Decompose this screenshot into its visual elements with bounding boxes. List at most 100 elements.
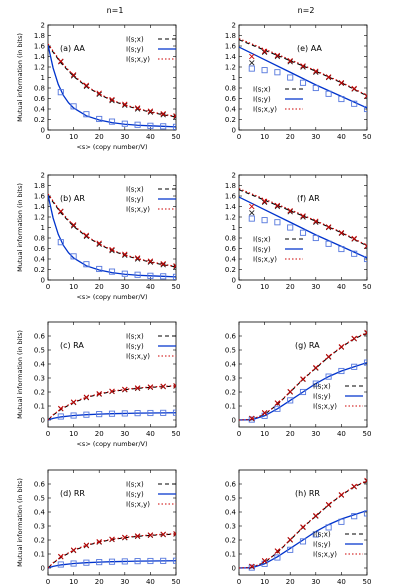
y-tick-label: 1.8 bbox=[225, 32, 236, 40]
data-point bbox=[83, 233, 90, 240]
legend-label: I(s;y) bbox=[313, 393, 331, 401]
data-point bbox=[134, 410, 141, 417]
data-point bbox=[173, 263, 176, 269]
data-point bbox=[248, 215, 255, 222]
data-point bbox=[134, 256, 141, 262]
data-point bbox=[109, 97, 115, 104]
data-point bbox=[300, 214, 306, 220]
data-point bbox=[325, 224, 332, 230]
y-tick-label: 0.5 bbox=[34, 495, 45, 503]
data-point bbox=[338, 245, 345, 253]
data-point bbox=[96, 411, 103, 418]
data-point bbox=[70, 103, 77, 110]
data-point bbox=[173, 113, 176, 119]
plot-frame bbox=[47, 321, 177, 428]
x-tick-label: 40 bbox=[146, 283, 155, 291]
data-point bbox=[364, 477, 367, 484]
data-point bbox=[261, 49, 268, 56]
data-point bbox=[248, 416, 255, 423]
data-point bbox=[363, 510, 367, 517]
data-point bbox=[173, 382, 176, 389]
legend-label: I(s;y) bbox=[126, 491, 144, 499]
data-point bbox=[57, 561, 64, 568]
legend: I(s;x) I(s;y) I(s;x,y) bbox=[126, 36, 176, 64]
y-tick-label: 0.6 bbox=[34, 245, 46, 253]
y-tick-label: 2 bbox=[41, 22, 45, 30]
y-tick-label: 0.8 bbox=[34, 85, 45, 93]
data-point bbox=[300, 376, 306, 382]
data-point bbox=[147, 557, 154, 565]
data-point bbox=[249, 203, 255, 210]
y-tick-label: 0.3 bbox=[225, 523, 236, 531]
data-point bbox=[351, 235, 357, 242]
x-tick-label: 40 bbox=[146, 133, 155, 141]
data-point bbox=[83, 232, 90, 239]
data-point bbox=[248, 65, 255, 72]
data-point bbox=[172, 409, 176, 416]
data-point bbox=[108, 558, 116, 565]
data-point bbox=[261, 558, 268, 564]
data-point bbox=[261, 199, 268, 206]
y-tick-label: 1.2 bbox=[225, 64, 236, 72]
data-point bbox=[122, 534, 128, 541]
y-tick-label: 2 bbox=[232, 172, 236, 180]
data-point bbox=[70, 560, 77, 567]
data-point bbox=[134, 558, 141, 565]
data-point bbox=[134, 255, 141, 261]
legend-label: I(s;x,y) bbox=[253, 106, 277, 114]
series-line bbox=[239, 46, 367, 109]
data-point bbox=[274, 405, 281, 412]
x-tick-label: 40 bbox=[146, 430, 155, 438]
legend-label: I(s;y) bbox=[313, 541, 331, 549]
data-point bbox=[160, 112, 166, 118]
y-tick-label: 0.2 bbox=[34, 537, 45, 545]
y-tick-label: 1 bbox=[232, 224, 236, 232]
series-line bbox=[239, 188, 367, 246]
legend-label: I(s;x) bbox=[313, 383, 331, 391]
y-tick-label: 1.4 bbox=[34, 53, 46, 61]
data-point bbox=[325, 501, 332, 508]
legend-label: I(s;x) bbox=[313, 531, 331, 539]
data-point bbox=[160, 409, 167, 416]
data-point bbox=[134, 385, 141, 391]
data-point bbox=[364, 329, 367, 336]
x-tick-label: 40 bbox=[337, 133, 346, 141]
y-tick-label: 0.3 bbox=[34, 523, 45, 531]
data-point bbox=[299, 229, 307, 236]
data-point bbox=[249, 563, 255, 570]
y-tick-label: 0.4 bbox=[225, 106, 237, 114]
panel-2: 0 10 20 30 40 50 0 0.2 0.4 0.6 0.8 1 1.2 1.4 1.6 1.8 2 <s… bbox=[16, 172, 180, 302]
panel-label: (f) AR bbox=[297, 194, 320, 203]
x-tick-label: 50 bbox=[172, 283, 181, 291]
data-point bbox=[299, 388, 307, 396]
y-tick-label: 0.5 bbox=[34, 347, 45, 355]
data-point bbox=[122, 251, 128, 257]
x-tick-label: 30 bbox=[120, 578, 129, 586]
x-tick-label: 20 bbox=[95, 283, 104, 291]
data-point bbox=[261, 67, 268, 74]
data-point bbox=[58, 553, 64, 560]
y-tick-label: 0.5 bbox=[225, 495, 236, 503]
panel-0: 0 10 20 30 40 50 0 0.2 0.4 0.6 0.8 1 1.2 1.4 1.6 1.8 2 <s… bbox=[16, 22, 180, 152]
x-tick-label: 30 bbox=[120, 430, 129, 438]
data-point bbox=[96, 265, 103, 273]
y-tick-label: 1.2 bbox=[225, 214, 236, 222]
y-tick-label: 0 bbox=[232, 565, 236, 573]
data-point bbox=[134, 121, 141, 128]
data-point bbox=[147, 532, 154, 538]
y-tick-label: 1.6 bbox=[225, 43, 237, 51]
x-tick-label: 40 bbox=[337, 283, 346, 291]
data-point bbox=[160, 383, 166, 389]
data-point bbox=[364, 330, 367, 336]
data-point bbox=[122, 101, 128, 107]
data-point bbox=[274, 69, 281, 76]
y-tick-label: 1.6 bbox=[34, 193, 46, 201]
data-point bbox=[160, 261, 166, 267]
data-point bbox=[147, 122, 154, 129]
plot-area bbox=[48, 530, 176, 569]
y-tick-label: 0.2 bbox=[225, 116, 236, 124]
panel-label: (b) AR bbox=[60, 194, 85, 203]
y-tick-label: 0.2 bbox=[225, 389, 236, 397]
x-tick-label: 10 bbox=[260, 283, 269, 291]
legend-label: I(s;x) bbox=[126, 481, 144, 489]
